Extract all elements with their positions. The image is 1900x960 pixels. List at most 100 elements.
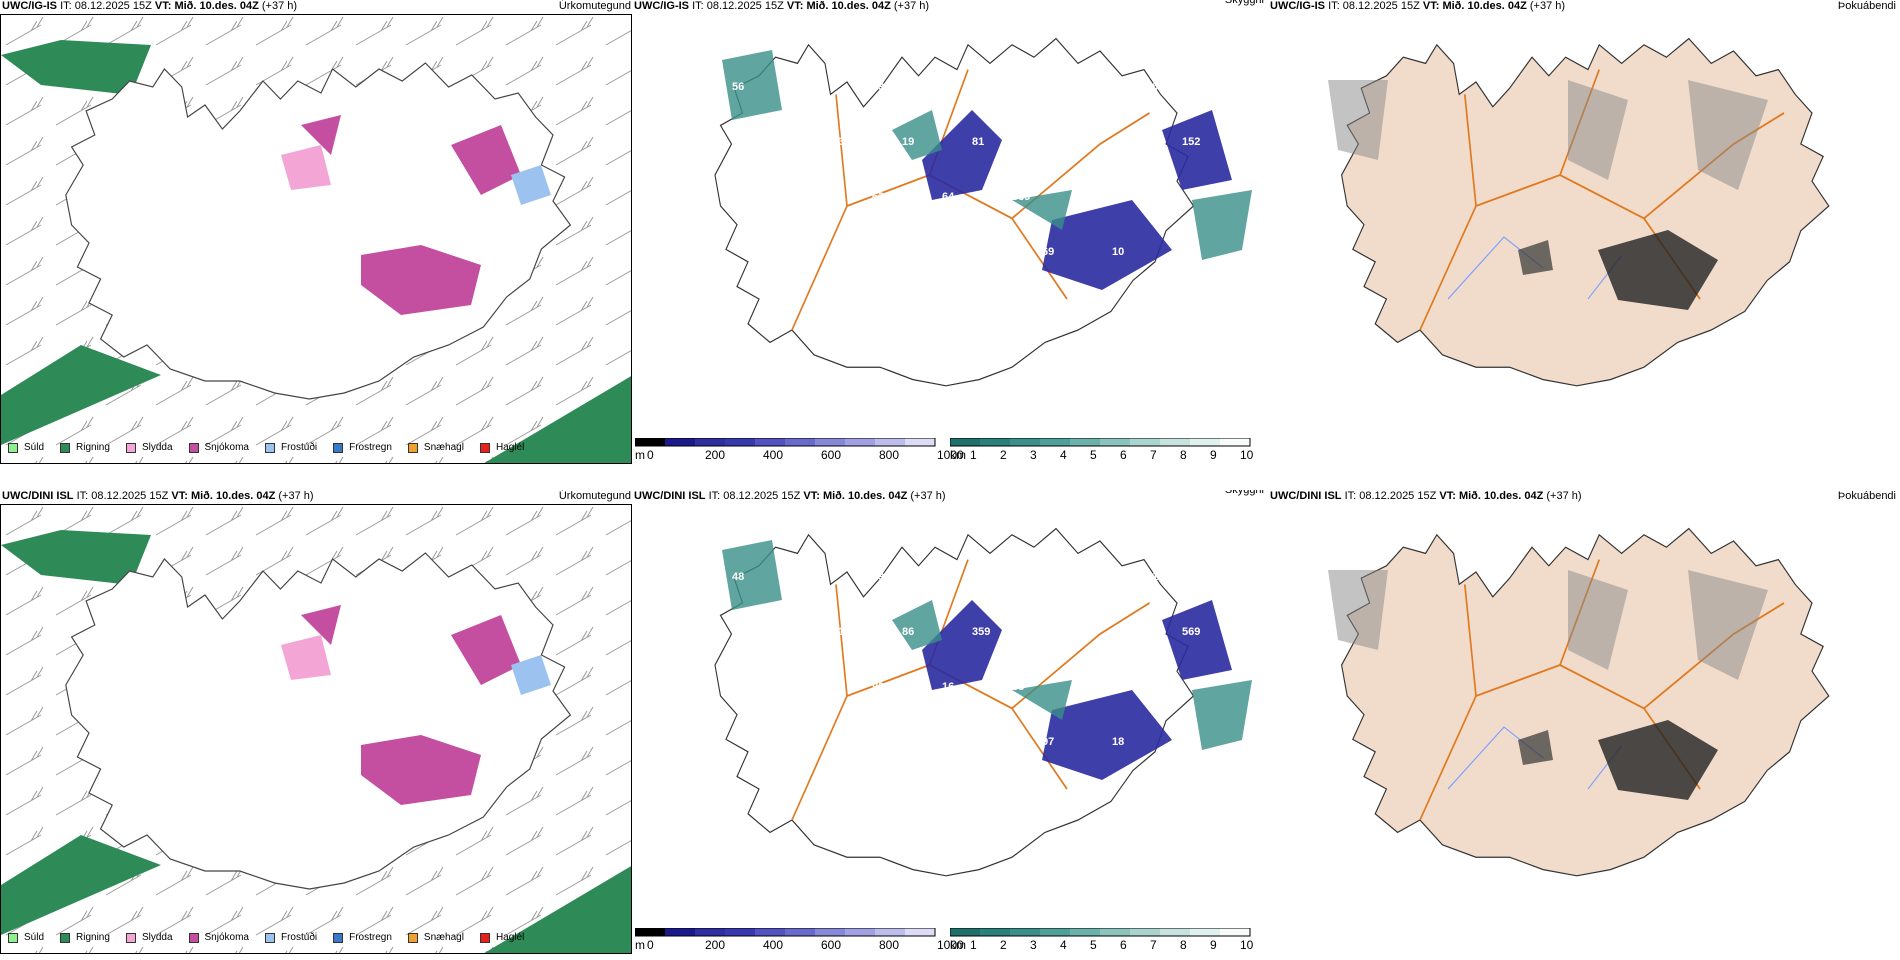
cloud-base-label: 70 (942, 571, 954, 583)
cloud-base-label: 141 (732, 191, 750, 203)
fog-map (1328, 37, 1830, 387)
visibility-panel: UWC/DINI ISL IT: 08.12.2025 15Z VT: Mið.… (632, 490, 1268, 960)
rain-area-nw (1, 530, 151, 585)
precip-map (1, 15, 631, 463)
cloud-base-label: 48 (732, 571, 744, 583)
cloud-base-label: 29 (872, 81, 884, 93)
height-tick: 400 (763, 938, 784, 952)
roads (1419, 69, 1785, 331)
visibility-map: 48 26 69 70 63 81 101 446 210 86 359 580 83 569 296 93 9… (714, 527, 1252, 877)
visibility-tick: 4 (1060, 938, 1067, 952)
iceland-outline (714, 527, 1195, 877)
height-tick: 1000 (937, 938, 964, 952)
cloud-base-label: 81 (1082, 571, 1094, 583)
legend-swatch (333, 932, 344, 943)
cloud-base-label: 56 (732, 81, 744, 93)
visibility-colorbar-swatches (950, 438, 1251, 447)
fog-dense (1598, 230, 1718, 310)
height-tick: 0 (647, 448, 654, 462)
vt-label: VT: (171, 490, 188, 502)
cloud-base-label: 70 (1152, 191, 1164, 203)
cloud-base-label: 569 (1182, 626, 1200, 638)
legend-item: Rigning (60, 442, 110, 453)
cloud-base-label: 10 (1112, 246, 1124, 258)
vt-value: Mið. 10.des. 04Z (174, 0, 259, 12)
legend-swatch (264, 442, 275, 453)
legend-item: Snjókoma (188, 932, 249, 943)
legend-item: Frostúði (264, 442, 318, 453)
cloud-base-label: 18 (1112, 736, 1124, 748)
cloud-base-label: 103 (942, 81, 960, 93)
legend-swatch (188, 442, 199, 453)
height-tick: 200 (705, 938, 726, 952)
precip-header: UWC/IG-IS IT: 08.12.2025 15Z VT: Mið. 10… (2, 0, 297, 13)
height-tick: 200 (705, 448, 726, 462)
cloud-base-label: 68 (1082, 81, 1094, 93)
precip-panel: UWC/IG-IS IT: 08.12.2025 15Z VT: Mið. 10… (0, 0, 635, 470)
fog-dense (1598, 720, 1718, 800)
precip-map-frame (0, 504, 632, 954)
visibility-tick: 7 (1150, 938, 1157, 952)
cloud-low (922, 110, 1232, 290)
height-colorbar-swatches (635, 438, 936, 447)
fog-light (1328, 80, 1768, 190)
precip-header: UWC/DINI ISL IT: 08.12.2025 15Z VT: Mið.… (2, 490, 314, 503)
it-value: 08.12.2025 15Z (723, 490, 801, 502)
cloud-base-label: 81 (972, 136, 984, 148)
cloud-base-label: 116 (1112, 136, 1130, 148)
legend-swatch (8, 932, 18, 943)
cloud-base-label: 65 (1012, 81, 1024, 93)
legend-swatch (8, 442, 18, 453)
snow-area (361, 245, 481, 315)
freezing-drizzle-area (511, 655, 551, 695)
legend-swatch (125, 442, 136, 453)
height-unit: m (635, 938, 645, 952)
legend-label: Frostúði (280, 442, 318, 453)
visibility-tick: 9 (1210, 938, 1217, 952)
legend-item: Frostúði (264, 932, 317, 943)
legend-label: Haglél (495, 442, 525, 453)
visibility-map: 56 11 29 103 65 68 64 78 13 19 81 86 116 152 141 58 63 64… (714, 37, 1252, 387)
visibility-tick: 5 (1090, 938, 1097, 952)
cloud-base-label: 64 (942, 191, 955, 203)
roads (1419, 559, 1785, 821)
lead-time: (+37 h) (1529, 0, 1566, 12)
cloud-low (922, 600, 1232, 780)
fog-map (1328, 527, 1830, 877)
precip-map-frame (0, 14, 632, 464)
snow-area-n (301, 115, 521, 195)
lead-time: (+37 h) (910, 490, 946, 502)
legend-swatch (60, 442, 71, 453)
iceland-outline (65, 62, 572, 400)
cloud-base-label: 210 (832, 626, 850, 638)
cloud-base-label: 97 (1042, 736, 1054, 748)
cloud-teal (722, 50, 1252, 260)
visibility-tick: 8 (1180, 938, 1187, 952)
cloud-base-label: 16 (942, 681, 954, 693)
visibility-tick: 10 (1240, 938, 1254, 952)
sleet-area (281, 145, 331, 190)
iceland-outline (714, 37, 1195, 387)
visibility-tick: 5 (1090, 448, 1097, 462)
legend-item: Slydda (125, 442, 173, 453)
legend-swatch (60, 932, 71, 943)
lead-time: (+37 h) (1546, 490, 1582, 502)
visibility-tick: 1 (970, 448, 977, 462)
legend-label: Snjókoma (204, 932, 249, 943)
fog-light (1328, 570, 1768, 680)
cloud-base-label: 197 (902, 246, 920, 258)
precip-legend: Súld Rigning Slydda Snjókoma Frostúði Frostre… (8, 932, 540, 943)
legend-swatch (407, 932, 418, 943)
cloud-base-label: 86 (902, 626, 914, 638)
cloud-base-label: 26 (802, 571, 814, 583)
cloud-base-label: 89 (762, 246, 774, 258)
fog-header: UWC/DINI ISL IT: 08.12.2025 15Z VT: Mið.… (1270, 490, 1582, 503)
visibility-tick: 8 (1180, 448, 1187, 462)
legend-label: Snjókoma (204, 442, 249, 453)
legend-label: Súld (24, 442, 45, 453)
height-colorbar: m 0 200 400 600 800 1000 (635, 438, 964, 464)
vt-value: Mið. 10.des. 04Z (806, 0, 891, 12)
legend-item: Haglél (479, 932, 524, 943)
visibility-colorbar-swatches (950, 928, 1251, 937)
legend-label: Slydda (141, 442, 173, 453)
